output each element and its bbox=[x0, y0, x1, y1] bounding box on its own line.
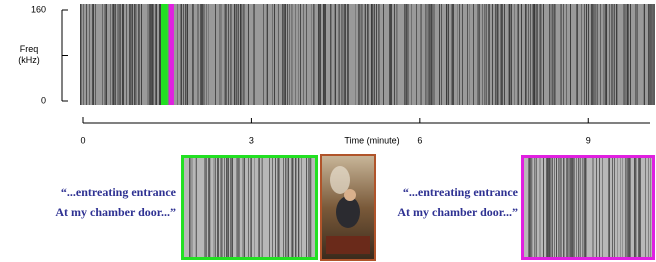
painting bbox=[321, 155, 375, 260]
y-tick-label: 0 bbox=[41, 95, 46, 105]
quote-line: At my chamber door...” bbox=[397, 205, 518, 219]
y-tick-label: 160 bbox=[31, 4, 46, 14]
highlight bbox=[169, 4, 174, 105]
x-tick-label: 0 bbox=[80, 135, 85, 145]
figure: Time (minute) 0 160 0 3 6 9 “...entreating ent… bbox=[0, 0, 656, 262]
x-axis-label: Time (minute) bbox=[344, 135, 399, 145]
y-axis-label: Freq (kHz) bbox=[14, 44, 44, 66]
quote-line: “...entreating entrance bbox=[61, 185, 177, 199]
x-tick-label: 3 bbox=[249, 135, 254, 145]
excerpt bbox=[521, 155, 655, 260]
excerpt bbox=[181, 155, 318, 260]
quote-line: At my chamber door...” bbox=[55, 205, 176, 219]
spectrogram-bg bbox=[181, 155, 318, 260]
x-tick-label: 9 bbox=[586, 135, 591, 145]
highlight bbox=[161, 4, 168, 105]
chart: Time (minute) 0 160 0 3 6 9 “...entreating ent… bbox=[0, 0, 656, 262]
quote-line: “...entreating entrance bbox=[403, 185, 519, 199]
x-tick-label: 6 bbox=[417, 135, 422, 145]
